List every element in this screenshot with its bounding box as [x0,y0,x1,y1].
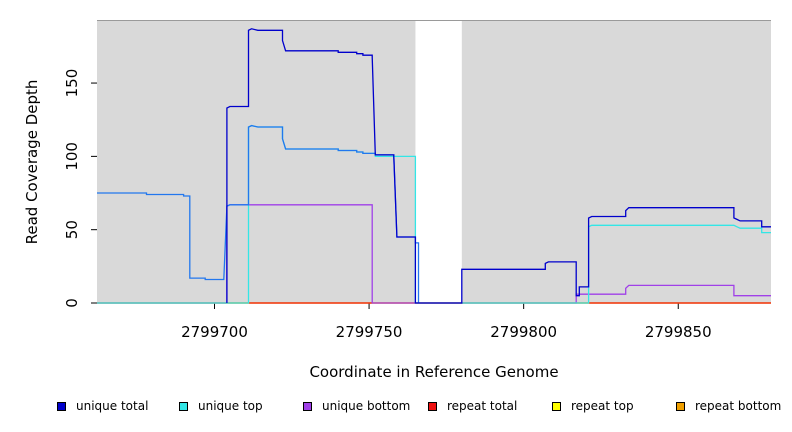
legend-swatch [676,401,685,411]
unshaded-region [415,20,462,303]
x-tick-label: 2799700 [181,323,248,341]
y-axis: 0 50 100 150 [63,69,97,308]
legend-label: repeat top [571,399,634,413]
x-tick-label: 2799800 [490,323,557,341]
unique-total-line [226,28,771,304]
series-layer [97,28,771,304]
legend-item: unique bottom [303,399,410,413]
plot-background [97,20,771,303]
legend-swatch [428,401,437,411]
y-tick-label: 150 [63,69,81,98]
legend-label: unique total [76,399,149,413]
legend-item: repeat top [552,399,634,413]
legend-swatch [303,401,312,411]
legend-label: unique bottom [322,399,411,413]
legend-swatch [552,401,561,411]
legend-label: repeat bottom [695,399,782,413]
legend-label: unique top [198,399,263,413]
x-tick-label: 2799850 [645,323,712,341]
legend-item: unique top [179,399,263,413]
legend-item: unique total [57,399,148,413]
y-axis-title: Read Coverage Depth [23,80,41,245]
legend-swatch [57,401,66,411]
legend-swatch [179,401,188,411]
x-axis: 2799700 2799750 2799800 2799850 [181,303,712,341]
y-tick-label: 0 [63,298,81,308]
legend: unique total unique top unique bottom repea… [0,399,792,419]
legend-item: repeat bottom [676,399,781,413]
y-tick-label: 100 [63,142,81,171]
x-tick-label: 2799750 [336,323,403,341]
legend-item: repeat total [428,399,517,413]
legend-label: repeat total [447,399,518,413]
y-tick-label: 50 [63,220,81,239]
x-axis-title: Coordinate in Reference Genome [309,363,558,381]
